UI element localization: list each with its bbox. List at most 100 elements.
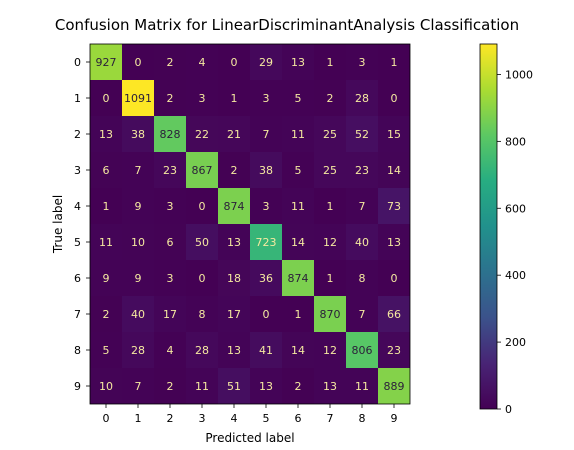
heatmap-cell	[90, 188, 122, 224]
heatmap-cell	[154, 368, 186, 404]
heatmap-cell	[122, 296, 154, 332]
cell-value-label: 6	[103, 164, 110, 177]
x-tick-label: 4	[231, 412, 238, 425]
heatmap-cell	[314, 116, 346, 152]
heatmap-cell	[314, 296, 346, 332]
cell-value-label: 874	[224, 200, 245, 213]
heatmap-cell	[122, 44, 154, 80]
cell-value-label: 12	[323, 236, 337, 249]
heatmap-cell	[314, 80, 346, 116]
cell-value-label: 8	[359, 272, 366, 285]
heatmap-cell	[378, 152, 410, 188]
heatmap-cell	[90, 260, 122, 296]
cell-value-label: 14	[291, 236, 305, 249]
heatmap-cell	[122, 152, 154, 188]
heatmap-cells	[90, 44, 410, 404]
heatmap-cell	[186, 188, 218, 224]
heatmap-cell	[378, 368, 410, 404]
y-tick-label: 0	[74, 56, 81, 69]
cell-value-label: 927	[96, 56, 117, 69]
heatmap-cell	[378, 80, 410, 116]
heatmap-cell	[282, 44, 314, 80]
heatmap-cell	[250, 80, 282, 116]
cell-value-label: 4	[199, 56, 206, 69]
cell-value-label: 9	[103, 272, 110, 285]
cell-value-label: 13	[99, 128, 113, 141]
heatmap-cell	[250, 296, 282, 332]
cell-value-label: 0	[263, 308, 270, 321]
heatmap-cell	[314, 260, 346, 296]
y-tick-label: 4	[74, 200, 81, 213]
x-tick-label: 2	[167, 412, 174, 425]
y-tick-label: 7	[74, 308, 81, 321]
heatmap-cell	[314, 224, 346, 260]
x-tick-label: 6	[295, 412, 302, 425]
cell-value-label: 2	[295, 380, 302, 393]
cell-value-label: 50	[195, 236, 209, 249]
x-tick-label: 7	[327, 412, 334, 425]
cell-value-label: 10	[131, 236, 145, 249]
cell-value-label: 23	[163, 164, 177, 177]
cell-value-label: 1	[327, 200, 334, 213]
x-tick-label: 8	[359, 412, 366, 425]
cell-value-label: 10	[99, 380, 113, 393]
cell-value-label: 8	[199, 308, 206, 321]
cell-value-label: 13	[227, 344, 241, 357]
cell-value-label: 4	[167, 344, 174, 357]
cell-value-label: 13	[387, 236, 401, 249]
heatmap-cell	[282, 332, 314, 368]
cell-value-label: 28	[131, 344, 145, 357]
cell-value-label: 1	[103, 200, 110, 213]
heatmap-cell	[378, 44, 410, 80]
heatmap-cell	[186, 116, 218, 152]
y-tick-label: 6	[74, 272, 81, 285]
heatmap-cell	[154, 152, 186, 188]
heatmap-cell	[90, 368, 122, 404]
cell-value-label: 3	[199, 92, 206, 105]
cell-value-label: 723	[256, 236, 277, 249]
cell-value-label: 23	[387, 344, 401, 357]
cell-value-label: 21	[227, 128, 241, 141]
colorbar-tick-label: 1000	[505, 68, 533, 81]
heatmap-cell	[218, 80, 250, 116]
heatmap-cell	[154, 116, 186, 152]
y-tick-label: 9	[74, 380, 81, 393]
cell-value-label: 2	[231, 164, 238, 177]
cell-value-label: 29	[259, 56, 273, 69]
cell-value-label: 17	[163, 308, 177, 321]
heatmap-cell	[250, 188, 282, 224]
cell-value-label: 0	[199, 272, 206, 285]
heatmap-cell	[346, 260, 378, 296]
cell-value-label: 0	[103, 92, 110, 105]
cell-value-label: 3	[167, 272, 174, 285]
colorbar-tick-label: 200	[505, 336, 526, 349]
heatmap-cell	[250, 152, 282, 188]
cell-value-label: 7	[359, 308, 366, 321]
cell-value-label: 1	[295, 308, 302, 321]
cell-value-label: 13	[291, 56, 305, 69]
heatmap-cell	[186, 260, 218, 296]
cell-value-label: 0	[231, 56, 238, 69]
heatmap-cell	[154, 296, 186, 332]
heatmap-cell	[90, 116, 122, 152]
heatmap-cell	[218, 152, 250, 188]
cell-value-label: 1	[327, 56, 334, 69]
cell-value-label: 13	[323, 380, 337, 393]
heatmap-cell	[314, 152, 346, 188]
cell-value-label: 23	[355, 164, 369, 177]
heatmap-cell	[250, 44, 282, 80]
heatmap-cell	[378, 332, 410, 368]
cell-value-label: 7	[135, 380, 142, 393]
heatmap-cell	[250, 260, 282, 296]
heatmap-cell	[314, 368, 346, 404]
heatmap-cell	[154, 188, 186, 224]
cell-value-label: 3	[167, 200, 174, 213]
colorbar-tick-label: 600	[505, 202, 526, 215]
x-tick-label: 9	[391, 412, 398, 425]
heatmap-cell	[282, 224, 314, 260]
cell-value-label: 18	[227, 272, 241, 285]
cell-value-label: 1	[231, 92, 238, 105]
heatmap-cell	[186, 368, 218, 404]
heatmap-cell	[282, 188, 314, 224]
heatmap-cell	[90, 152, 122, 188]
